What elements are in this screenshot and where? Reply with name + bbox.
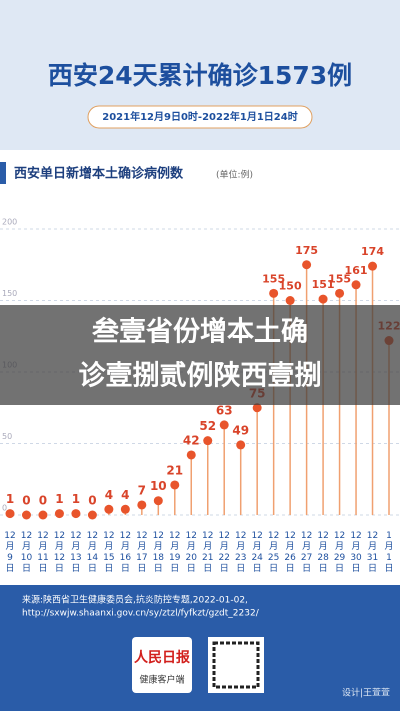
dot [21,510,31,520]
value-label: 52 [199,419,216,433]
dot [5,509,15,519]
x-tick-label: 12 月 27 日 [301,531,312,574]
chart-title-mark [0,162,6,184]
x-tick-label: 12 月 22 日 [218,531,229,574]
dot [104,504,114,514]
dot [269,288,279,298]
x-tick-label: 12 月 31 日 [367,531,378,574]
x-tick-label: 12 月 23 日 [235,531,246,574]
dot [203,436,213,446]
x-tick-label: 12 月 19 日 [169,531,181,574]
x-tick-label: 12 月 12 日 [54,531,65,574]
y-tick-label: 50 [2,432,12,441]
value-label: 1 [55,492,63,506]
x-tick-label: 12 月 10 日 [21,531,33,574]
value-label: 63 [216,403,233,417]
value-label: 151 [312,278,335,291]
value-label: 42 [183,433,200,447]
dot [335,288,345,298]
title: 西安24天累计确诊1573例 [48,61,352,90]
value-label: 161 [345,264,368,277]
design-credit: 设计|王萱萱 [342,687,390,699]
dot [186,450,196,460]
dot [87,510,97,520]
x-tick-label: 12 月 30 日 [350,531,362,574]
dot [54,509,64,519]
overlay-band [0,305,400,405]
value-label: 4 [105,488,113,502]
value-label: 4 [121,488,129,502]
dot [318,294,328,304]
x-tick-label: 12 月 16 日 [120,531,132,574]
x-tick-label: 12 月 26 日 [284,531,296,574]
dot [252,403,262,413]
dot [285,296,295,305]
x-tick-label: 12 月 13 日 [70,531,81,574]
qr-pattern [212,641,260,689]
y-tick-label: 200 [2,218,17,227]
value-label: 21 [166,463,183,477]
dot [71,509,81,519]
x-tick-label: 12 月 24 日 [251,531,263,574]
value-label: 1 [6,492,14,506]
x-tick-label: 12 月 21 日 [202,531,213,574]
x-tick-label: 12 月 15 日 [103,531,114,574]
x-tick-label: 12 月 11 日 [37,531,48,574]
value-label: 174 [361,245,384,258]
value-label: 49 [232,423,249,437]
dot [137,500,147,510]
x-tick-label: 12 月 17 日 [136,531,147,574]
y-tick-label: 0 [2,504,7,513]
logo-sub: 健康客户端 [139,674,184,686]
dot [120,504,130,514]
y-tick-label: 150 [2,289,17,298]
overlay-text: 叁壹省份增本土确 [92,316,308,348]
value-label: 1 [72,492,80,506]
x-tick-label: 12 月 14 日 [87,531,99,574]
value-label: 7 [138,483,146,497]
dot [153,496,163,506]
value-label: 10 [150,479,167,493]
qr-code [208,637,264,693]
value-label: 175 [295,244,318,257]
x-tick-label: 12 月 20 日 [186,531,198,574]
dot [219,420,229,430]
value-label: 0 [22,494,30,508]
dot [236,440,246,450]
dot [368,261,378,271]
chart-title: 西安单日新增本土确诊病例数 [14,166,184,182]
x-tick-label: 12 月 9 日 [4,531,15,574]
value-label: 0 [39,494,47,508]
dot [170,480,180,490]
overlay-text: 诊壹捌贰例陕西壹捌 [79,360,322,392]
logo-box [132,637,192,693]
chart-unit: (单位:例) [216,169,253,181]
value-label: 0 [88,494,96,508]
x-tick-label: 12 月 25 日 [268,531,279,574]
value-label: 155 [262,272,285,285]
subtitle-pill [87,105,313,129]
logo: 人民日报 [134,649,190,666]
dot [38,510,48,520]
dot [302,260,312,270]
source: http://sxwjw.shaanxi.gov.cn/sy/ztzl/fyfk… [22,609,260,619]
subtitle: 2021年12月9日0时-2022年1月1日24时 [102,110,297,123]
value-label: 155 [328,272,351,285]
x-tick-label: 12 月 28 日 [317,531,329,574]
dot [351,280,361,290]
value-label: 150 [279,280,302,293]
x-tick-label: 12 月 29 日 [334,531,346,574]
x-tick-label: 12 月 18 日 [153,531,165,574]
source: 来源:陕西省卫生健康委员会,抗炎防控专题,2022-01-02, [22,594,248,606]
